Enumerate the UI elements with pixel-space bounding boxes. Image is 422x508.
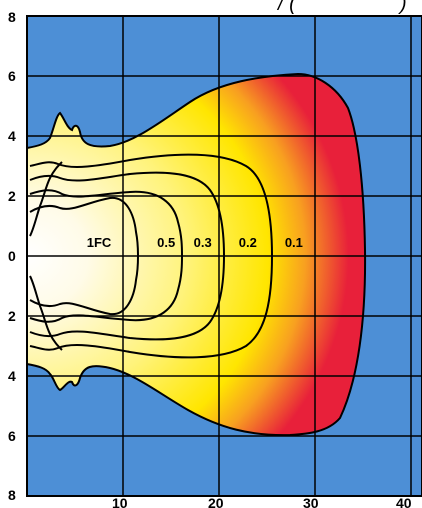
y-tick-label: 6 <box>8 428 16 444</box>
y-tick-label: 6 <box>8 68 16 84</box>
y-tick-label: 4 <box>8 368 16 384</box>
y-tick-label: 4 <box>8 128 16 144</box>
x-tick-label: 20 <box>208 495 224 508</box>
chart-title-fragment: / ( <box>276 0 298 15</box>
contour-label: 0.2 <box>239 235 257 250</box>
x-tick-label: 40 <box>396 495 412 508</box>
contour-label: 0.3 <box>194 235 212 250</box>
contour-label: 1FC <box>87 235 112 250</box>
edge-wave-upper-1 <box>29 161 63 237</box>
edge-wave-lower-1 <box>29 275 63 351</box>
x-axis: 10 20 30 40 <box>112 495 412 508</box>
y-tick-label: 8 <box>8 9 16 25</box>
x-tick-label: 30 <box>303 495 319 508</box>
contour-label: 0.1 <box>285 235 303 250</box>
y-tick-label: 2 <box>8 188 16 204</box>
y-axis: 8 6 4 2 0 2 4 6 8 <box>8 9 16 503</box>
contour-labels: 1FC 0.5 0.3 0.2 0.1 <box>87 235 303 250</box>
chart-title-tail: ) <box>398 0 407 15</box>
x-tick-label: 10 <box>112 495 128 508</box>
y-tick-label: 8 <box>8 487 16 503</box>
grid <box>27 16 422 496</box>
y-tick-label: 2 <box>8 308 16 324</box>
y-tick-label: 0 <box>8 248 16 264</box>
plot-frame <box>26 15 422 497</box>
contour-label: 0.5 <box>157 235 175 250</box>
